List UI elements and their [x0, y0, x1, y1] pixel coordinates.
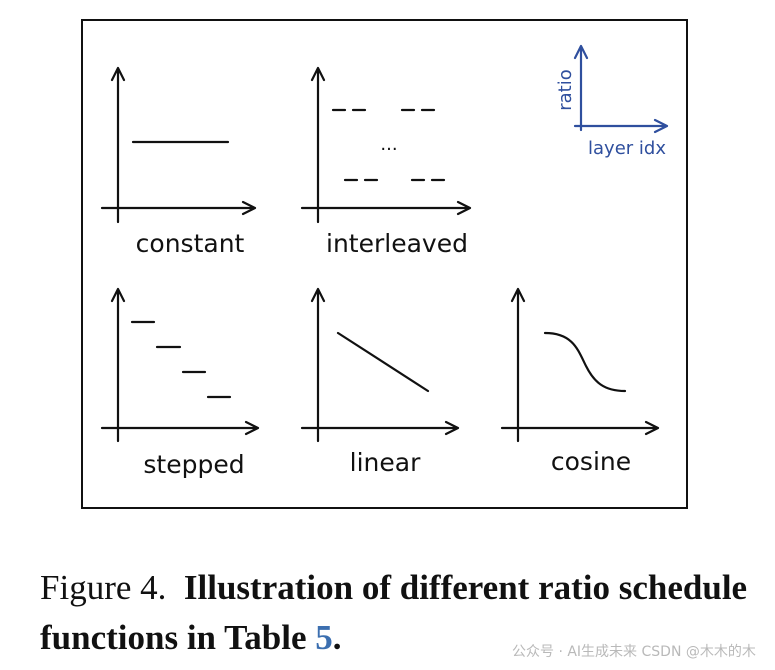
cosine-label: cosine — [551, 447, 631, 476]
linear-x-axis — [300, 420, 460, 436]
caption-prefix: Figure 4. — [40, 568, 167, 607]
constant-x-axis — [100, 200, 257, 216]
interleaved-label: interleaved — [326, 229, 468, 258]
legend-y-label: ratio — [555, 69, 576, 111]
panel-interleaved: ... interleaved — [300, 66, 472, 258]
cosine-curve — [543, 331, 627, 393]
panel-linear: linear — [300, 287, 460, 477]
legend-y-axis — [573, 44, 589, 132]
caption-bold-text: Illustration of different ratio schedule… — [40, 568, 748, 657]
figure-frame — [81, 19, 688, 509]
legend-x-axis — [573, 118, 669, 134]
constant-y-axis — [110, 66, 126, 224]
panel-constant: constant — [100, 66, 257, 258]
linear-y-axis — [310, 287, 326, 443]
linear-label: linear — [350, 448, 421, 477]
cosine-y-axis — [510, 287, 526, 443]
interleaved-ellipsis: ... — [380, 134, 397, 155]
interleaved-y-axis — [310, 66, 326, 224]
stepped-x-axis — [100, 420, 260, 436]
constant-label: constant — [136, 229, 245, 258]
stepped-y-axis — [110, 287, 126, 443]
linear-curve — [336, 331, 430, 393]
panel-stepped: stepped — [100, 287, 260, 479]
interleaved-dashes — [331, 108, 446, 182]
panel-cosine: cosine — [500, 287, 660, 476]
caption-end: . — [332, 618, 342, 657]
legend-x-label: layer idx — [588, 138, 666, 159]
stepped-label: stepped — [143, 450, 244, 479]
table-ref-link[interactable]: 5 — [315, 618, 333, 657]
stepped-curve — [130, 320, 232, 399]
schedule-diagram: constant ... interleaved ratio layer idx… — [100, 44, 669, 479]
watermark: 公众号 · AI生成未来 CSDN @木木的木 — [512, 644, 756, 660]
cosine-x-axis — [500, 420, 660, 436]
interleaved-x-axis — [300, 200, 472, 216]
figure-caption: Figure 4. Illustration of different rati… — [40, 563, 760, 663]
legend-axes: ratio layer idx — [555, 44, 669, 159]
